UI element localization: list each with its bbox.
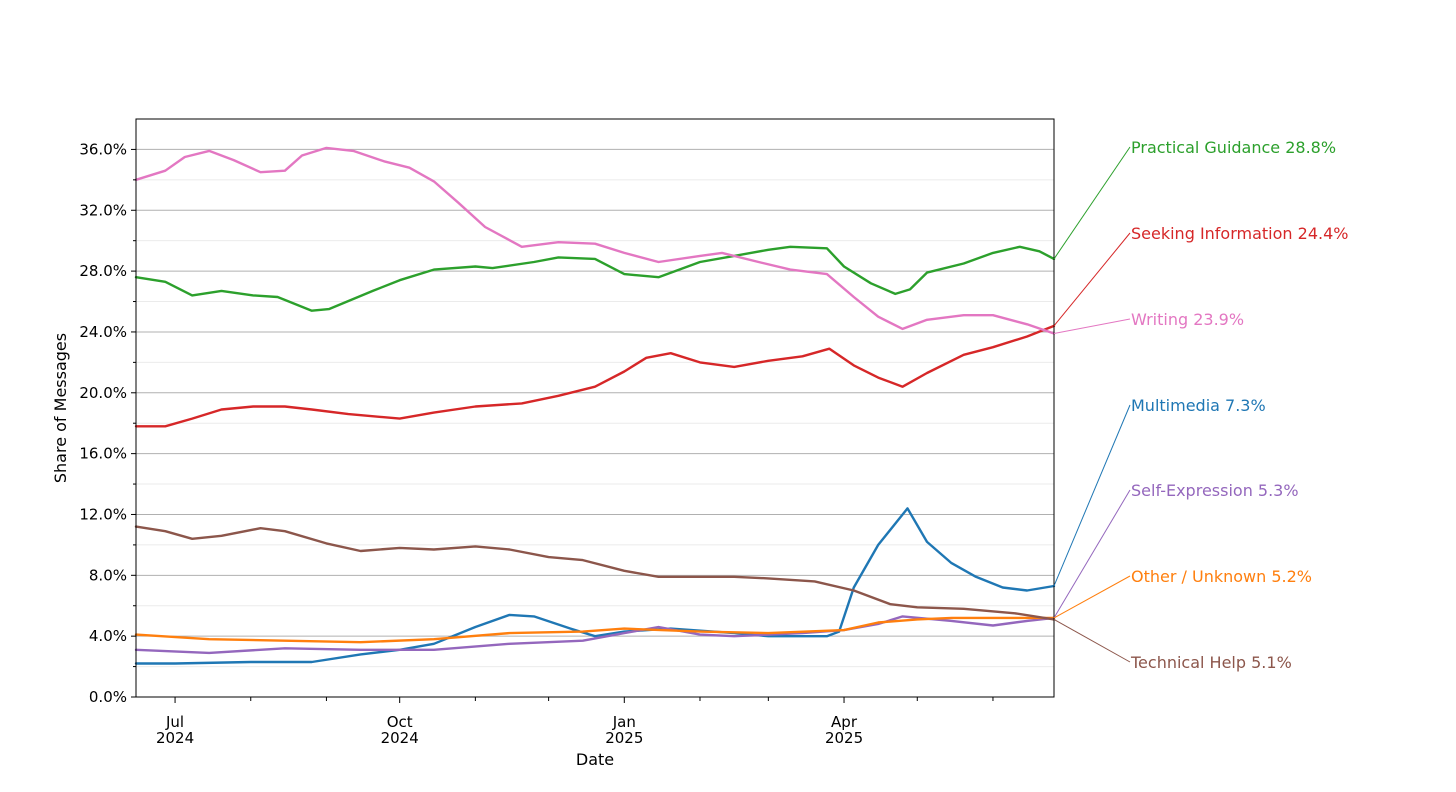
- x-tick-month-label: Jul: [165, 713, 184, 731]
- label-leader-line: [1053, 489, 1131, 619]
- label-leader-line: [1053, 318, 1131, 334]
- y-tick-label: 0.0%: [89, 688, 127, 706]
- series-line-seeking-information: [134, 324, 1056, 428]
- series-line-technical-help: [134, 525, 1056, 621]
- y-tick-label: 20.0%: [79, 384, 127, 402]
- x-tick-year-label: 2024: [156, 729, 194, 747]
- series-line-self-expression: [134, 615, 1056, 655]
- series-end-labels: Practical Guidance 28.8% Seeking Informat…: [1053, 138, 1348, 672]
- series-end-label: Practical Guidance 28.8%: [1131, 138, 1336, 157]
- x-tick-year-label: 2025: [605, 729, 643, 747]
- series-line-other-unknown: [134, 616, 1056, 644]
- x-tick-year-label: 2024: [381, 729, 419, 747]
- label-leader-line: [1053, 404, 1131, 587]
- series-end-label: Technical Help 5.1%: [1130, 653, 1292, 672]
- y-tick-label: 4.0%: [89, 627, 127, 645]
- series-end-label: Other / Unknown 5.2%: [1131, 567, 1312, 586]
- grid-lines: [136, 148, 1054, 698]
- x-tick-month-label: Apr: [831, 713, 858, 731]
- y-tick-label: 36.0%: [79, 140, 127, 158]
- x-axis-title: Date: [576, 750, 614, 769]
- y-axis-title: Share of Messages: [51, 333, 70, 483]
- series-end-label: Writing 23.9%: [1131, 310, 1244, 329]
- x-tick-month-label: Jan: [612, 713, 636, 731]
- series-end-label: Self-Expression 5.3%: [1131, 481, 1299, 500]
- label-leader-line: [1053, 575, 1131, 619]
- series-end-label: Multimedia 7.3%: [1131, 396, 1266, 415]
- label-leader-line: [1053, 232, 1131, 327]
- label-leader-line: [1053, 618, 1131, 663]
- y-tick-label: 32.0%: [79, 201, 127, 219]
- label-leader-line: [1053, 146, 1131, 260]
- series-line-writing: [134, 146, 1056, 335]
- y-tick-label: 24.0%: [79, 323, 127, 341]
- y-tick-label: 8.0%: [89, 566, 127, 584]
- axes: 0.0% 4.0% 8.0% 12.0% 16.0% 20.0% 24.0% 28.0% 32.…: [79, 140, 994, 747]
- series-line-practical-guidance: [134, 245, 1056, 312]
- series-end-label: Seeking Information 24.4%: [1131, 224, 1348, 243]
- y-tick-label: 16.0%: [79, 445, 127, 463]
- plot-frame: [135, 118, 1055, 698]
- series-lines: [134, 146, 1056, 665]
- x-tick-month-label: Oct: [387, 713, 413, 731]
- x-tick-year-label: 2025: [825, 729, 863, 747]
- y-tick-label: 12.0%: [79, 505, 127, 523]
- y-tick-label: 28.0%: [79, 262, 127, 280]
